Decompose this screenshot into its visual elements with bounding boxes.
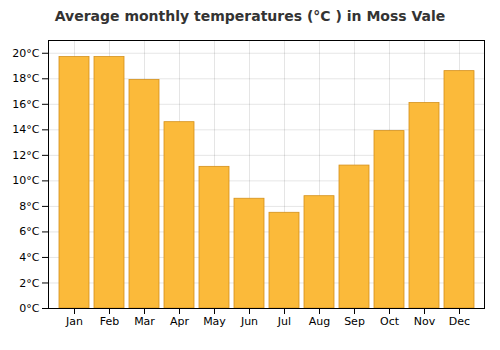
- svg-text:Jul: Jul: [277, 315, 291, 328]
- svg-text:Aug: Aug: [309, 315, 330, 328]
- svg-text:Dec: Dec: [449, 315, 470, 328]
- svg-text:12°C: 12°C: [12, 149, 39, 162]
- svg-text:14°C: 14°C: [12, 123, 39, 136]
- svg-text:16°C: 16°C: [12, 98, 39, 111]
- svg-text:10°C: 10°C: [12, 174, 39, 187]
- svg-text:Mar: Mar: [134, 315, 155, 328]
- svg-text:20°C: 20°C: [12, 47, 39, 60]
- svg-text:18°C: 18°C: [12, 72, 39, 85]
- svg-text:8°C: 8°C: [19, 200, 39, 213]
- svg-text:Nov: Nov: [414, 315, 436, 328]
- svg-text:Oct: Oct: [380, 315, 400, 328]
- svg-text:Jun: Jun: [240, 315, 258, 328]
- svg-text:Feb: Feb: [100, 315, 119, 328]
- svg-text:Sep: Sep: [344, 315, 365, 328]
- svg-text:4°C: 4°C: [19, 251, 39, 264]
- html-text:Average monthly temperatures (: Average monthly temperatures (°C ) in Mo…: [54, 8, 446, 24]
- svg-text:Apr: Apr: [170, 315, 190, 328]
- svg-text:0°C: 0°C: [19, 302, 39, 315]
- svg-text:6°C: 6°C: [19, 225, 39, 238]
- svg-text:2°C: 2°C: [19, 276, 39, 289]
- svg-text:Jan: Jan: [65, 315, 83, 328]
- svg-text:May: May: [203, 315, 226, 328]
